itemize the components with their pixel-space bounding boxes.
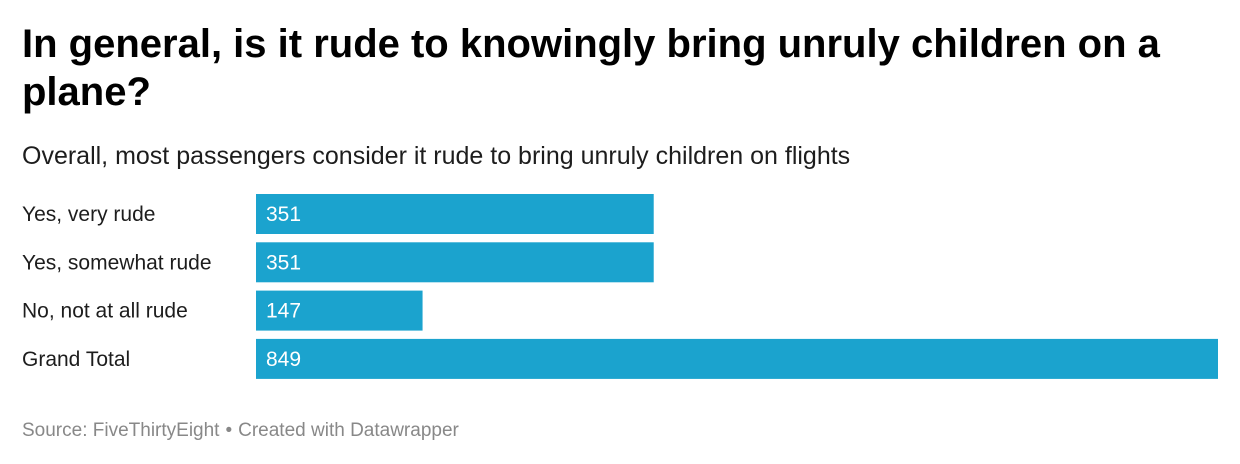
value-label-yes-very-rude: 351 <box>266 203 301 226</box>
category-label-yes-very-rude: Yes, very rude <box>22 203 155 226</box>
value-label-no-not-at-all-rude: 147 <box>266 300 301 323</box>
bar-yes-somewhat-rude <box>256 242 654 283</box>
category-label-no-not-at-all-rude: No, not at all rude <box>22 300 188 323</box>
bar-yes-very-rude <box>256 194 654 234</box>
chart-subtitle: Overall, most passengers consider it rud… <box>22 142 851 170</box>
credit-note: Created with Datawrapper <box>238 420 459 441</box>
category-label-yes-somewhat-rude: Yes, somewhat rude <box>22 251 212 274</box>
footer-separator: • <box>225 420 233 441</box>
bar-no-not-at-all-rude <box>256 290 423 331</box>
value-label-yes-somewhat-rude: 351 <box>266 251 301 274</box>
bar-grand-total <box>256 338 1218 379</box>
value-label-grand-total: 849 <box>266 348 301 371</box>
chart-title: In general, is it rude to knowingly brin… <box>22 22 1160 114</box>
chart-footer: Source: FiveThirtyEight • Created with Dat… <box>22 418 459 444</box>
category-label-grand-total: Grand Total <box>22 348 130 371</box>
source-note: Source: FiveThirtyEight <box>22 420 220 441</box>
